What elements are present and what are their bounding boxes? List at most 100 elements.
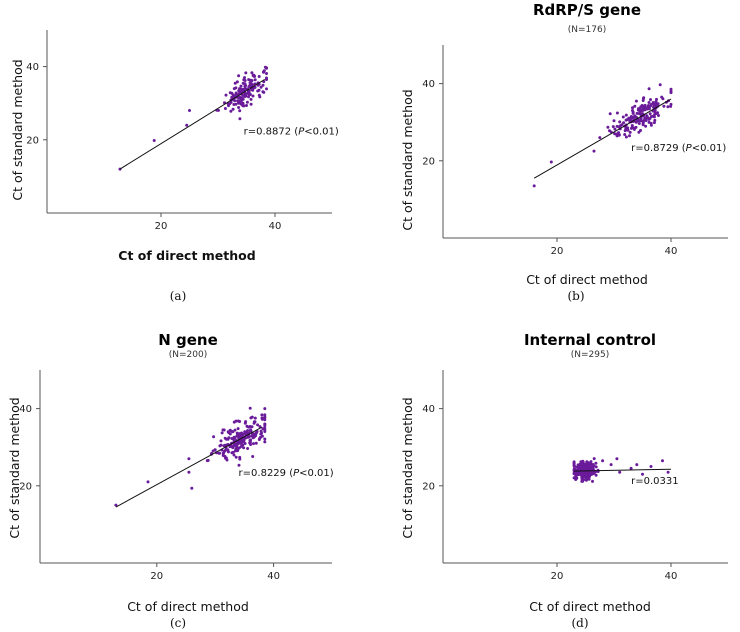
data-point — [642, 96, 646, 100]
data-point — [577, 465, 581, 469]
data-point — [228, 102, 232, 106]
data-point — [666, 470, 670, 474]
data-point — [641, 472, 644, 476]
x-tick-label: 40 — [269, 221, 282, 232]
data-point — [262, 90, 266, 94]
data-point — [228, 432, 232, 436]
data-point — [592, 457, 596, 461]
panel-d-plot: 20 40 20 40 r=0.0331 — [422, 370, 728, 582]
y-tick-label: 40 — [26, 62, 39, 73]
data-point — [626, 128, 630, 132]
data-point — [223, 448, 227, 452]
data-point — [236, 419, 240, 423]
data-point — [250, 71, 254, 75]
data-point — [238, 455, 242, 459]
data-point — [252, 442, 255, 446]
data-point — [247, 95, 250, 99]
data-point — [606, 125, 610, 129]
data-point — [634, 120, 638, 124]
data-point — [249, 429, 252, 433]
data-point — [231, 430, 235, 434]
data-point — [206, 458, 210, 462]
panel-c-ylabel: Ct of standard method — [7, 397, 22, 538]
data-point — [236, 99, 240, 103]
data-point — [649, 98, 652, 102]
data-point — [233, 436, 236, 440]
data-point — [244, 92, 248, 96]
data-point — [237, 463, 241, 467]
data-point — [257, 88, 261, 92]
data-point — [644, 124, 648, 128]
data-point — [609, 463, 613, 467]
data-point — [253, 78, 257, 82]
data-point — [256, 423, 260, 427]
data-point — [611, 125, 615, 129]
data-point — [637, 107, 640, 111]
data-point — [235, 434, 239, 437]
data-point — [242, 78, 246, 82]
data-point — [584, 476, 588, 480]
data-point — [631, 109, 634, 112]
data-point — [187, 457, 191, 461]
data-point — [263, 437, 267, 441]
data-point — [669, 89, 673, 93]
data-point — [228, 91, 232, 95]
data-point — [236, 448, 240, 452]
data-point — [244, 71, 248, 75]
data-point — [608, 129, 611, 133]
data-point — [612, 119, 616, 123]
data-point — [223, 443, 227, 447]
data-point — [644, 119, 648, 122]
data-point — [655, 102, 659, 106]
data-point — [238, 109, 242, 113]
data-point — [240, 434, 244, 438]
data-point — [227, 436, 231, 440]
data-point — [245, 104, 248, 107]
data-point — [114, 503, 118, 507]
data-point — [621, 115, 625, 119]
data-point — [243, 442, 247, 445]
correlation-annotation: r=0.8729 (P<0.01) — [631, 143, 726, 154]
data-point — [254, 431, 258, 435]
data-point — [623, 129, 627, 133]
data-point — [615, 457, 619, 461]
y-tick-label: 20 — [422, 156, 435, 167]
data-point — [263, 430, 267, 433]
data-point — [598, 136, 602, 140]
data-point — [249, 78, 253, 82]
y-tick-label: 20 — [26, 135, 39, 146]
panel-b-plot: 20 40 20 40 r=0.8729 (P<0.01) — [422, 45, 728, 257]
data-point — [231, 107, 235, 111]
data-point — [643, 104, 647, 108]
data-point — [628, 118, 632, 122]
data-point — [251, 455, 255, 458]
panel-a-ylabel: Ct of standard method — [10, 59, 25, 200]
data-point — [237, 106, 241, 109]
panel-d-xlabel: Ct of direct method — [529, 599, 651, 614]
data-point — [234, 455, 238, 459]
data-point — [245, 100, 249, 104]
data-point — [624, 113, 628, 117]
data-point — [263, 427, 267, 430]
data-point — [615, 124, 619, 128]
data-point — [230, 451, 234, 455]
data-point — [588, 464, 592, 468]
data-point — [587, 477, 591, 481]
panel-d-subtitle: (N=295) — [571, 350, 609, 360]
data-point — [259, 432, 263, 436]
data-point — [647, 101, 651, 104]
data-point — [669, 87, 673, 91]
data-point — [240, 431, 244, 435]
data-point — [211, 449, 215, 453]
data-point — [190, 486, 194, 490]
data-point — [239, 90, 243, 94]
data-point — [244, 436, 248, 440]
data-point — [239, 444, 243, 448]
data-point — [638, 109, 642, 113]
data-point — [666, 105, 670, 109]
panel-b-ylabel: Ct of standard method — [400, 89, 415, 230]
panel-c-plot: 20 40 20 40 r=0.8229 (P<0.01) — [19, 370, 334, 582]
data-point — [242, 104, 246, 108]
data-point — [187, 470, 191, 474]
